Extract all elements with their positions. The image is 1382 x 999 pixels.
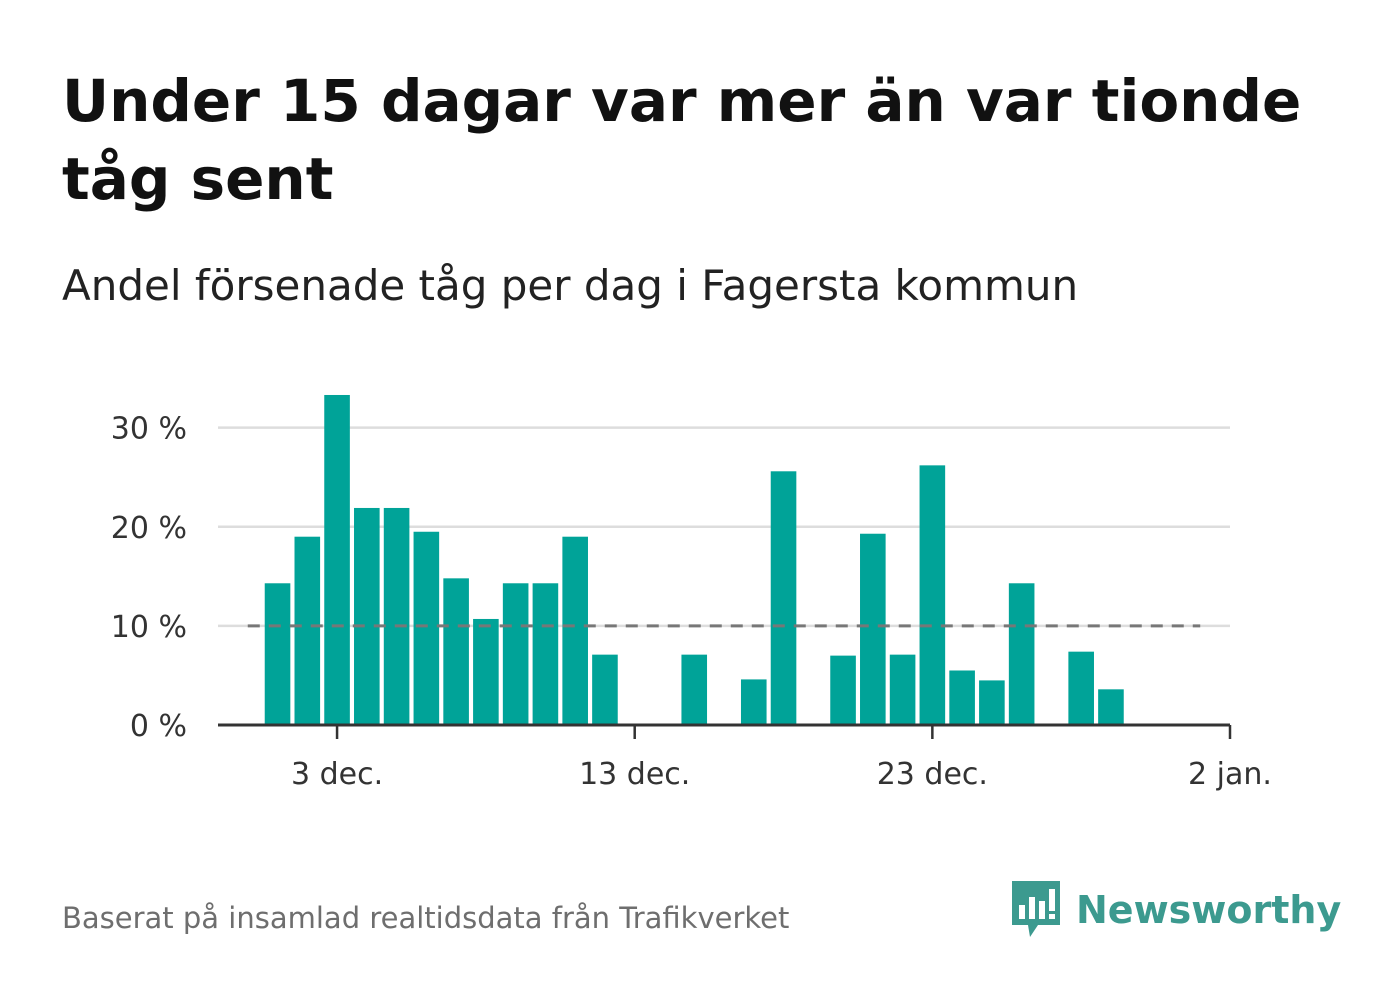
bar: [473, 618, 499, 725]
bars: [264, 394, 1124, 725]
x-tick-label: 2 jan.: [1188, 757, 1272, 792]
y-tick-label: 20 %: [111, 511, 187, 546]
chart-title: Under 15 dagar var mer än var tionde tåg…: [62, 67, 1302, 213]
bar: [949, 670, 975, 725]
bar: [830, 655, 856, 725]
bar: [383, 507, 410, 725]
bar: [354, 507, 380, 725]
bar: [919, 465, 946, 725]
source-note: Baserat på insamlad realtidsdata från Tr…: [62, 901, 790, 935]
chart-subtitle: Andel försenade tåg per dag i Fagersta k…: [62, 261, 1079, 310]
x-tick-label: 23 dec.: [877, 757, 988, 792]
x-tick-label: 13 dec.: [579, 757, 690, 792]
bar: [1098, 689, 1124, 725]
bar: [740, 679, 767, 725]
bar: [294, 536, 321, 725]
brand: Newsworthy: [1010, 878, 1341, 942]
y-axis-labels: 0 % 10 % 20 % 30 %: [111, 412, 187, 744]
bar: [979, 680, 1005, 725]
bar: [532, 583, 559, 725]
bar: [1008, 583, 1035, 725]
bar: [443, 578, 469, 725]
x-axis: [218, 723, 1232, 739]
bar-chart: 0 % 10 % 20 % 30 % 3 dec. 13 dec. 23 dec. 2 ja…: [111, 394, 1272, 792]
y-tick-label: 0 %: [130, 709, 187, 744]
bar: [1068, 651, 1094, 725]
bar: [889, 654, 916, 725]
x-tick-label: 3 dec.: [291, 757, 383, 792]
y-tick-label: 10 %: [111, 610, 187, 645]
bar: [413, 531, 440, 725]
bar: [681, 654, 708, 725]
bar: [860, 533, 886, 725]
bar: [592, 654, 618, 725]
y-tick-label: 30 %: [111, 412, 187, 447]
bar: [770, 471, 797, 725]
bar: [324, 394, 350, 725]
bar: [502, 583, 529, 725]
bar: [264, 583, 291, 725]
bar: [562, 536, 588, 725]
x-axis-labels: 3 dec. 13 dec. 23 dec. 2 jan.: [291, 757, 1272, 792]
newsworthy-logo-icon: [1012, 881, 1060, 937]
brand-name: Newsworthy: [1076, 888, 1342, 932]
